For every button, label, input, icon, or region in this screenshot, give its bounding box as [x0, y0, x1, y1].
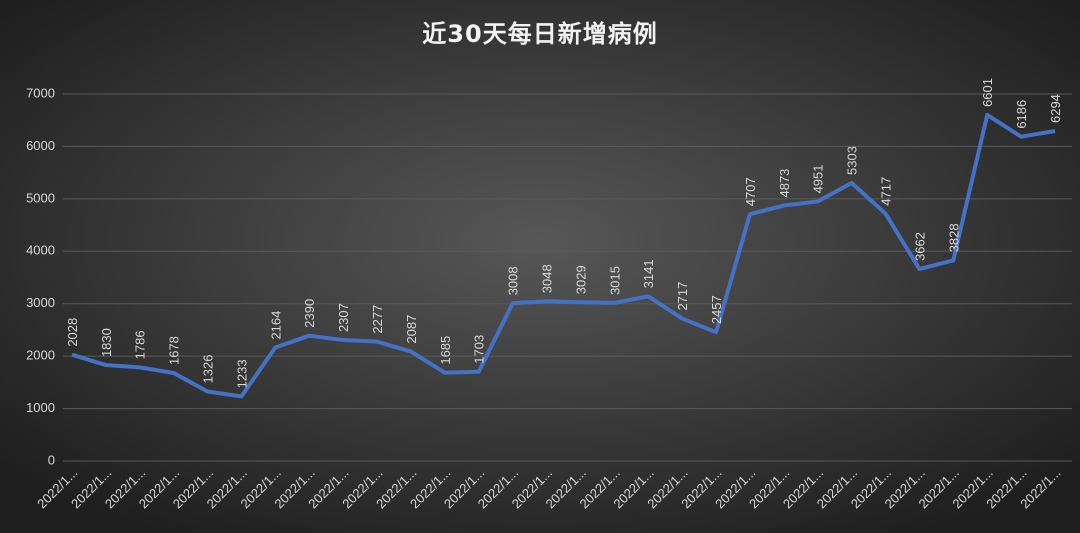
data-label: 4717: [879, 177, 894, 206]
data-label: 2028: [65, 318, 80, 347]
y-tick-label: 1000: [26, 400, 55, 415]
data-label: 2277: [370, 305, 385, 334]
data-label: 3015: [607, 266, 622, 295]
data-label: 2087: [404, 315, 419, 344]
data-label: 2307: [336, 303, 351, 332]
data-label: 1786: [133, 330, 148, 359]
data-label: 3048: [540, 264, 555, 293]
y-tick-label: 4000: [26, 243, 55, 258]
data-label: 2390: [302, 299, 317, 328]
data-label: 1678: [167, 336, 182, 365]
data-label: 4951: [811, 165, 826, 194]
data-label: 4707: [743, 177, 758, 206]
data-label: 1326: [201, 355, 216, 384]
data-label: 1685: [438, 336, 453, 365]
data-label: 1233: [234, 359, 249, 388]
y-tick-label: 7000: [26, 85, 55, 100]
y-tick-label: 0: [48, 452, 55, 467]
data-label: 3029: [573, 265, 588, 294]
data-label: 6186: [1014, 100, 1029, 129]
data-label: 2457: [709, 295, 724, 324]
data-label: 5303: [845, 146, 860, 175]
data-label: 6294: [1048, 94, 1063, 123]
y-tick-label: 6000: [26, 138, 55, 153]
data-label: 4873: [777, 169, 792, 198]
data-label: 3828: [946, 223, 961, 252]
data-label: 2717: [675, 282, 690, 311]
data-label: 2164: [268, 311, 283, 340]
data-label: 3008: [506, 266, 521, 295]
data-line: [71, 112, 1056, 399]
data-label: 3662: [912, 232, 927, 261]
data-label: 1830: [99, 328, 114, 357]
y-tick-label: 2000: [26, 348, 55, 363]
chart-title: 近30天每日新增病例: [422, 20, 657, 48]
y-tick-label: 5000: [26, 190, 55, 205]
data-label: 1703: [472, 335, 487, 364]
y-tick-label: 3000: [26, 295, 55, 310]
data-label: 6601: [980, 78, 995, 107]
data-label: 3141: [641, 259, 656, 288]
